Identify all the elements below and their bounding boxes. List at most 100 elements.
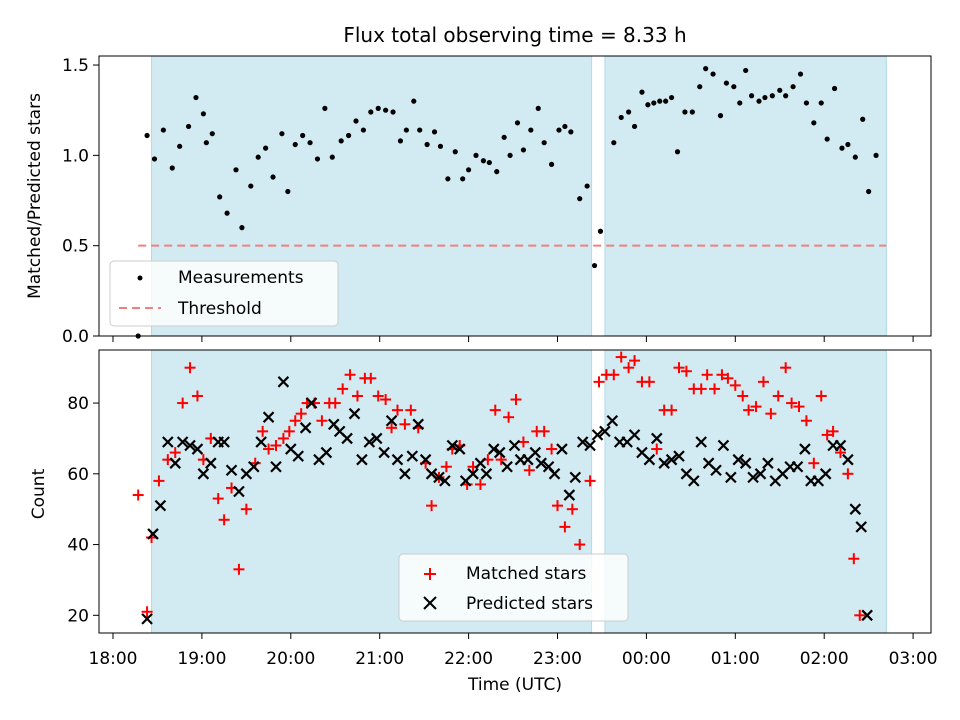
matched-star-point <box>263 443 275 455</box>
measurement-point <box>562 123 568 130</box>
measurement-point <box>375 105 381 111</box>
measurement-point <box>811 120 817 126</box>
predicted-star-point <box>747 471 759 484</box>
top-legend-box <box>109 260 339 327</box>
predicted-star-point <box>305 397 318 409</box>
predicted-star-point <box>658 457 670 469</box>
measurement-point <box>383 107 389 113</box>
predicted-star-point <box>446 439 459 452</box>
matched-star-point <box>821 429 833 441</box>
measurement-point <box>270 174 276 180</box>
measurement-point <box>160 127 166 133</box>
bottom-y-tick-label: 40 <box>67 536 89 556</box>
measurement-point <box>203 140 209 146</box>
measurement-point <box>824 136 830 142</box>
measurement-point <box>239 225 245 231</box>
predicted-star-point <box>412 418 425 431</box>
matched-star-point <box>474 478 486 490</box>
matched-star-point <box>680 365 692 377</box>
measurement-point <box>682 109 688 115</box>
measurement-point <box>710 71 716 77</box>
predicted-star-point <box>563 489 576 501</box>
measurement-point <box>860 116 866 122</box>
matched-star-point <box>141 606 153 618</box>
predicted-star-point <box>861 609 873 622</box>
measurement-point <box>217 194 223 200</box>
x-tick-label: 22:00 <box>444 649 493 669</box>
matched-legend-label: Matched stars <box>466 564 586 584</box>
measurement-point <box>674 149 681 155</box>
measurement-point <box>169 165 175 171</box>
measurement-point <box>431 129 438 135</box>
measurement-point <box>866 188 872 195</box>
matched-star-point <box>716 369 728 381</box>
top-y-tick-label: 1.0 <box>62 146 89 166</box>
measurement-point <box>743 67 749 74</box>
matched-star-point <box>132 489 144 501</box>
matched-star-point <box>737 390 749 402</box>
top-frame <box>98 55 932 337</box>
measurement-point <box>224 210 230 216</box>
matched-star-point <box>177 397 189 409</box>
predicted-star-point <box>606 414 619 427</box>
measurement-point <box>255 154 261 160</box>
measurement-point <box>697 84 703 90</box>
predicted-star-point <box>176 436 189 448</box>
predicted-star-point <box>791 460 804 473</box>
predicted-star-point <box>385 414 398 427</box>
measurement-point <box>285 188 291 195</box>
predicted-star-point <box>277 376 290 388</box>
x-tick-label: 23:00 <box>533 649 582 669</box>
matched-star-point <box>780 362 792 374</box>
matched-star-point <box>729 379 741 391</box>
predicted-star-point <box>732 453 745 466</box>
predicted-star-point <box>233 485 245 498</box>
measurement-point <box>329 154 335 160</box>
measurement-point <box>507 152 513 158</box>
matched-star-point <box>552 500 563 512</box>
matched-star-point <box>510 394 522 406</box>
predicted-star-point <box>665 453 678 466</box>
predicted-star-point <box>378 446 390 459</box>
measurement-point <box>263 145 269 151</box>
predicted-star-point <box>556 443 568 455</box>
matched-star-point <box>489 404 501 416</box>
measurement-point <box>717 113 724 119</box>
bottom-points <box>132 351 873 625</box>
matched-star-point <box>405 404 417 416</box>
predicted-star-point <box>688 475 700 487</box>
top-panel: 0.0 0.5 1.0 1.5 Matched/Predicted stars Mea… <box>25 55 932 347</box>
x-tick-label: 00:00 <box>622 649 671 669</box>
matched-star-point <box>629 355 641 367</box>
measurement-point <box>424 141 430 148</box>
bottom-frame <box>98 349 932 634</box>
matched-star-point <box>277 432 289 444</box>
predicted-star-point <box>501 460 513 473</box>
predicted-star-point <box>320 446 333 459</box>
matched-star-point <box>842 468 854 480</box>
matched-star-point <box>815 390 827 402</box>
matched-star-point <box>344 369 356 381</box>
measurement-point <box>689 109 695 115</box>
x-tick-label: 01:00 <box>711 649 760 669</box>
predicted-star-point <box>425 468 438 480</box>
bottom-y-tick-label: 80 <box>67 394 89 414</box>
matched-star-point <box>295 408 307 420</box>
measurement-point <box>651 100 657 106</box>
measurement-point <box>501 134 507 140</box>
measurement-point <box>577 196 583 202</box>
measurement-point <box>723 80 730 86</box>
predicted-star-point <box>162 436 174 448</box>
matched-star-point <box>191 390 203 402</box>
measurement-point <box>437 143 444 149</box>
measurement-point <box>818 100 824 106</box>
matched-star-point <box>651 443 663 455</box>
matched-star-point <box>608 369 620 381</box>
predicted-star-point <box>262 411 275 423</box>
predicted-star-point <box>849 503 862 515</box>
matched-star-point <box>559 521 571 533</box>
measurement-point <box>353 118 359 124</box>
matched-star-point <box>786 397 798 409</box>
top-points <box>135 66 879 339</box>
